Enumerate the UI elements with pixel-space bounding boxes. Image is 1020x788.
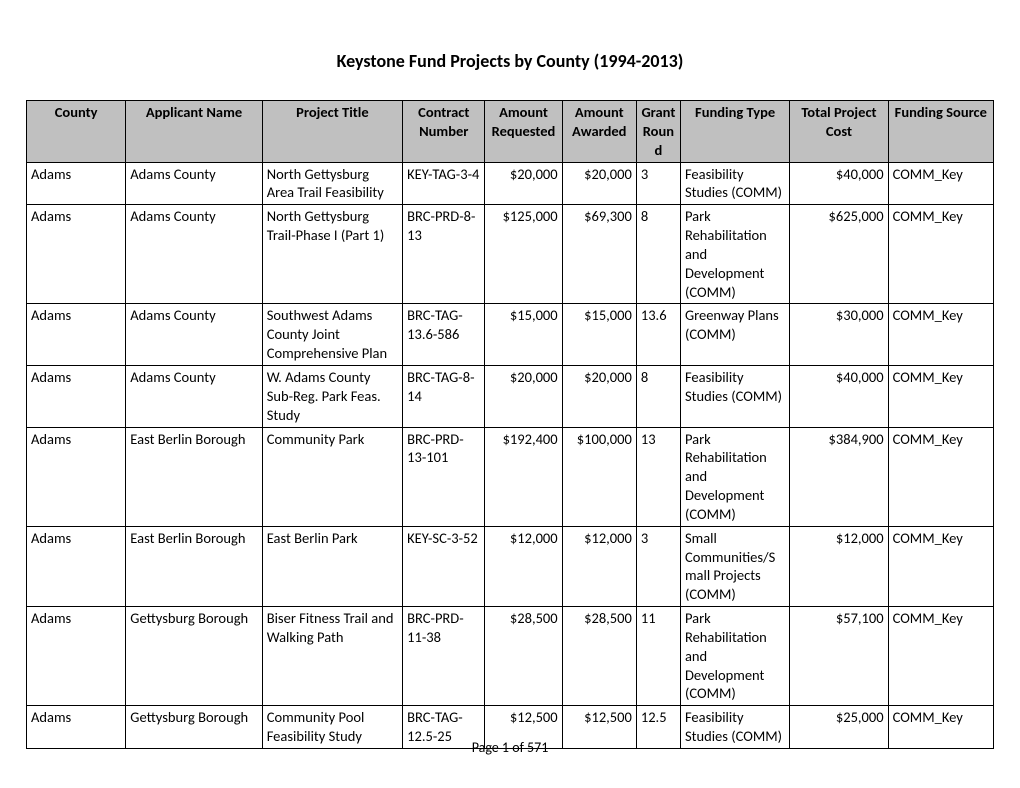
table-row: AdamsAdams CountyW. Adams County Sub-Reg… [27, 365, 994, 427]
table-cell: $12,000 [485, 526, 562, 606]
table-cell: Park Rehabilitation and Development (COM… [680, 205, 789, 304]
table-cell: Biser Fitness Trail and Walking Path [262, 607, 402, 706]
table-cell: $100,000 [562, 427, 636, 526]
table-cell: $28,500 [562, 607, 636, 706]
table-cell: $20,000 [562, 162, 636, 205]
table-row: AdamsEast Berlin BoroughEast Berlin Park… [27, 526, 994, 606]
table-cell: Adams County [126, 365, 262, 427]
table-cell: $57,100 [790, 607, 888, 706]
table-cell: 8 [636, 365, 680, 427]
document-page: Keystone Fund Projects by County (1994-2… [0, 0, 1020, 788]
table-cell: Adams [27, 526, 126, 606]
table-cell: $15,000 [485, 304, 562, 366]
table-cell: KEY-SC-3-52 [403, 526, 485, 606]
table-cell: East Berlin Park [262, 526, 402, 606]
table-cell: Adams [27, 162, 126, 205]
table-cell: Adams [27, 365, 126, 427]
table-cell: $20,000 [485, 162, 562, 205]
table-cell: North Gettysburg Trail-Phase I (Part 1) [262, 205, 402, 304]
col-header-source: Funding Source [888, 101, 993, 163]
table-cell: COMM_Key [888, 205, 993, 304]
table-cell: 13.6 [636, 304, 680, 366]
table-row: AdamsGettysburg BoroughBiser Fitness Tra… [27, 607, 994, 706]
table-cell: Community Park [262, 427, 402, 526]
col-header-applicant: Applicant Name [126, 101, 262, 163]
table-cell: Adams [27, 607, 126, 706]
table-cell: BRC-TAG-8-14 [403, 365, 485, 427]
table-cell: Feasibility Studies (COMM) [680, 162, 789, 205]
table-cell: COMM_Key [888, 526, 993, 606]
table-cell: COMM_Key [888, 607, 993, 706]
table-cell: $625,000 [790, 205, 888, 304]
table-cell: Southwest Adams County Joint Comprehensi… [262, 304, 402, 366]
col-header-ftype: Funding Type [680, 101, 789, 163]
table-cell: Feasibility Studies (COMM) [680, 365, 789, 427]
table-cell: 3 [636, 526, 680, 606]
table-cell: $40,000 [790, 365, 888, 427]
table-cell: Gettysburg Borough [126, 607, 262, 706]
table-cell: Adams [27, 304, 126, 366]
table-cell: Adams [27, 205, 126, 304]
table-header-row: County Applicant Name Project Title Cont… [27, 101, 994, 163]
col-header-contract: Contract Number [403, 101, 485, 163]
table-cell: $28,500 [485, 607, 562, 706]
projects-table: County Applicant Name Project Title Cont… [26, 100, 994, 749]
col-header-project: Project Title [262, 101, 402, 163]
table-cell: $40,000 [790, 162, 888, 205]
table-cell: W. Adams County Sub-Reg. Park Feas. Stud… [262, 365, 402, 427]
table-cell: 8 [636, 205, 680, 304]
page-title: Keystone Fund Projects by County (1994-2… [26, 50, 994, 72]
page-footer: Page 1 of 571 [0, 739, 1020, 756]
table-cell: KEY-TAG-3-4 [403, 162, 485, 205]
table-cell: BRC-PRD-13-101 [403, 427, 485, 526]
table-cell: Greenway Plans (COMM) [680, 304, 789, 366]
table-cell: $12,000 [790, 526, 888, 606]
table-cell: 13 [636, 427, 680, 526]
table-cell: $12,000 [562, 526, 636, 606]
table-cell: North Gettysburg Area Trail Feasibility [262, 162, 402, 205]
table-body: AdamsAdams CountyNorth Gettysburg Area T… [27, 162, 994, 748]
table-cell: $20,000 [485, 365, 562, 427]
table-cell: COMM_Key [888, 162, 993, 205]
table-cell: BRC-PRD-11-38 [403, 607, 485, 706]
table-cell: Small Communities/Small Projects (COMM) [680, 526, 789, 606]
table-cell: $69,300 [562, 205, 636, 304]
table-cell: Park Rehabilitation and Development (COM… [680, 427, 789, 526]
table-cell: Adams County [126, 162, 262, 205]
table-row: AdamsEast Berlin BoroughCommunity ParkBR… [27, 427, 994, 526]
table-cell: $30,000 [790, 304, 888, 366]
table-cell: COMM_Key [888, 365, 993, 427]
col-header-awarded: Amount Awarded [562, 101, 636, 163]
col-header-requested: Amount Requested [485, 101, 562, 163]
table-cell: $15,000 [562, 304, 636, 366]
table-cell: 11 [636, 607, 680, 706]
table-row: AdamsAdams CountyNorth Gettysburg Trail-… [27, 205, 994, 304]
table-cell: Adams County [126, 304, 262, 366]
col-header-round: GrantRound [636, 101, 680, 163]
table-cell: $125,000 [485, 205, 562, 304]
table-cell: 3 [636, 162, 680, 205]
table-cell: $192,400 [485, 427, 562, 526]
table-cell: BRC-PRD-8-13 [403, 205, 485, 304]
table-cell: East Berlin Borough [126, 526, 262, 606]
table-cell: Adams [27, 427, 126, 526]
table-row: AdamsAdams CountySouthwest Adams County … [27, 304, 994, 366]
table-cell: $384,900 [790, 427, 888, 526]
table-row: AdamsAdams CountyNorth Gettysburg Area T… [27, 162, 994, 205]
table-cell: East Berlin Borough [126, 427, 262, 526]
table-cell: Park Rehabilitation and Development (COM… [680, 607, 789, 706]
table-cell: BRC-TAG-13.6-586 [403, 304, 485, 366]
col-header-county: County [27, 101, 126, 163]
table-cell: Adams County [126, 205, 262, 304]
col-header-cost: Total Project Cost [790, 101, 888, 163]
table-cell: COMM_Key [888, 427, 993, 526]
table-cell: COMM_Key [888, 304, 993, 366]
table-cell: $20,000 [562, 365, 636, 427]
